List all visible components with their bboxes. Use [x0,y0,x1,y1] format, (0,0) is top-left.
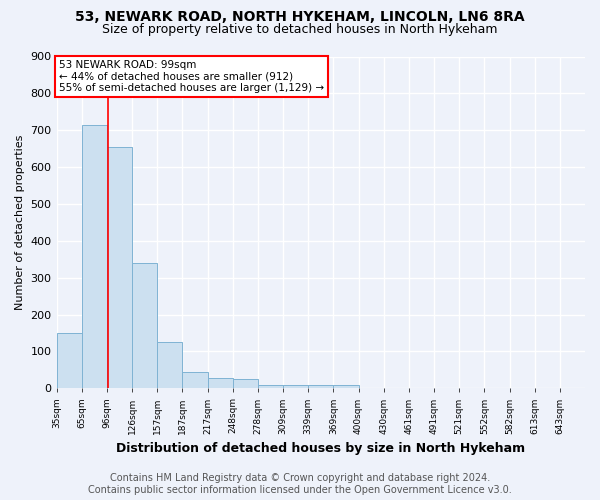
Bar [107,147,132,388]
Text: 53, NEWARK ROAD, NORTH HYKEHAM, LINCOLN, LN6 8RA: 53, NEWARK ROAD, NORTH HYKEHAM, LINCOLN,… [75,10,525,24]
Text: Size of property relative to detached houses in North Hykeham: Size of property relative to detached ho… [102,22,498,36]
Bar [132,263,157,388]
Bar [157,342,182,388]
Bar [334,386,359,388]
Y-axis label: Number of detached properties: Number of detached properties [15,134,25,310]
Bar [258,386,283,388]
Text: Contains HM Land Registry data © Crown copyright and database right 2024.
Contai: Contains HM Land Registry data © Crown c… [88,474,512,495]
Bar [182,372,208,388]
Bar [283,386,308,388]
Bar [56,333,82,388]
Text: 53 NEWARK ROAD: 99sqm
← 44% of detached houses are smaller (912)
55% of semi-det: 53 NEWARK ROAD: 99sqm ← 44% of detached … [59,60,325,93]
X-axis label: Distribution of detached houses by size in North Hykeham: Distribution of detached houses by size … [116,442,526,455]
Bar [233,379,258,388]
Bar [208,378,233,388]
Bar [82,124,107,388]
Bar [308,386,334,388]
